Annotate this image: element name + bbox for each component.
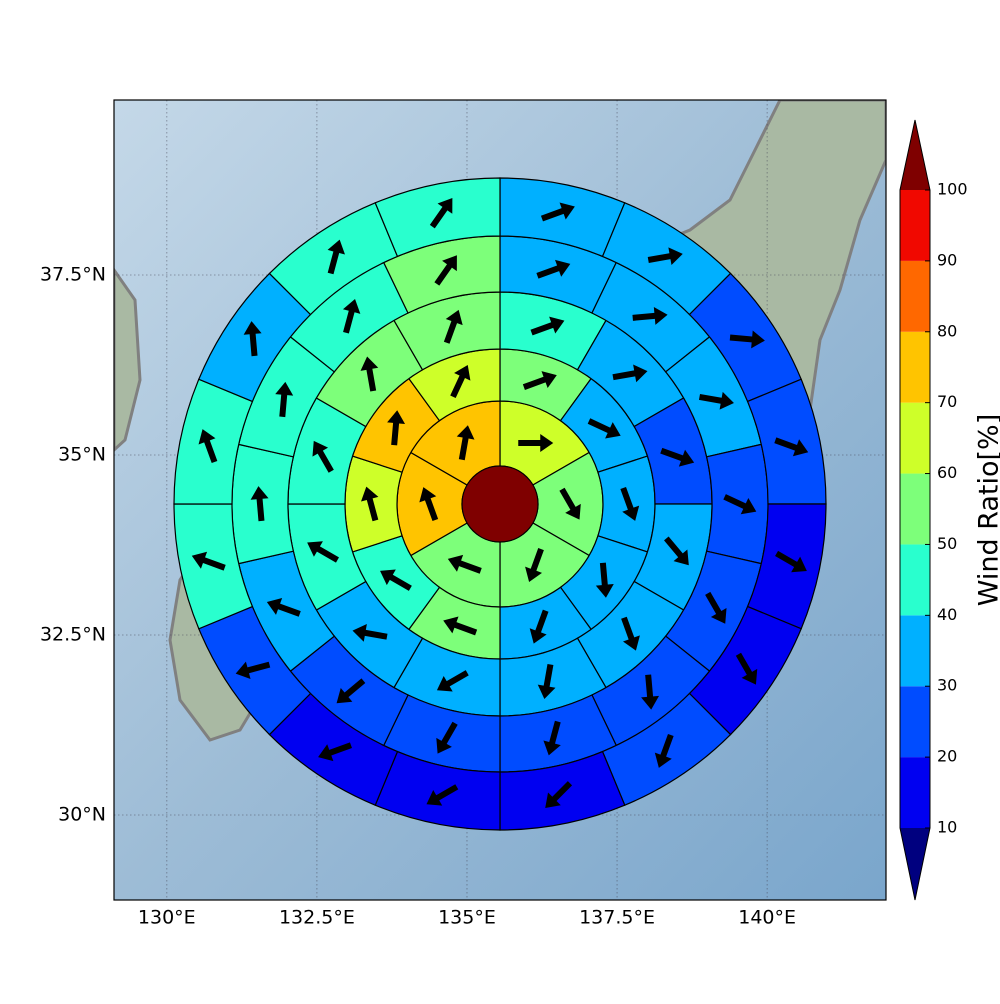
y-tick-label: 37.5°N [40, 263, 106, 285]
colorbar-tick-label: 10 [937, 818, 957, 837]
colorbar: 10 20 30 40 50 60 70 80 90 100 [900, 120, 968, 900]
y-tick-label: 35°N [58, 443, 106, 465]
colorbar-segment [900, 544, 930, 615]
colorbar-tick-label: 90 [937, 250, 957, 269]
colorbar-tick-label: 40 [937, 605, 957, 624]
colorbar-tick-label: 30 [937, 676, 957, 695]
colorbar-tick-label: 80 [937, 321, 957, 340]
colorbar-tick-label: 100 [937, 180, 968, 199]
eye [462, 466, 538, 542]
colorbar-tick-label: 60 [937, 463, 957, 482]
colorbar-segment [900, 403, 930, 474]
colorbar-label: Wind Ratio[%] [974, 414, 1000, 606]
colorbar-segment [900, 332, 930, 403]
colorbar-segment [900, 474, 930, 545]
colorbar-segment [900, 615, 930, 686]
colorbar-tick-label: 70 [937, 392, 957, 411]
x-tick-label: 135°E [438, 907, 496, 929]
y-tick-label: 32.5°N [40, 624, 106, 646]
colorbar-extend [900, 120, 930, 190]
colorbar-tick-label: 50 [937, 534, 957, 553]
colorbar-segment [900, 686, 930, 757]
colorbar-extend [900, 828, 930, 900]
colorbar-segment [900, 190, 930, 261]
x-tick-label: 130°E [138, 907, 196, 929]
colorbar-segment [900, 757, 930, 828]
colorbar-segment [900, 261, 930, 332]
y-tick-label: 30°N [58, 804, 106, 826]
colorbar-tick-label: 20 [937, 747, 957, 766]
x-tick-label: 140°E [738, 907, 796, 929]
x-tick-label: 132.5°E [279, 907, 355, 929]
x-tick-label: 137.5°E [579, 907, 655, 929]
